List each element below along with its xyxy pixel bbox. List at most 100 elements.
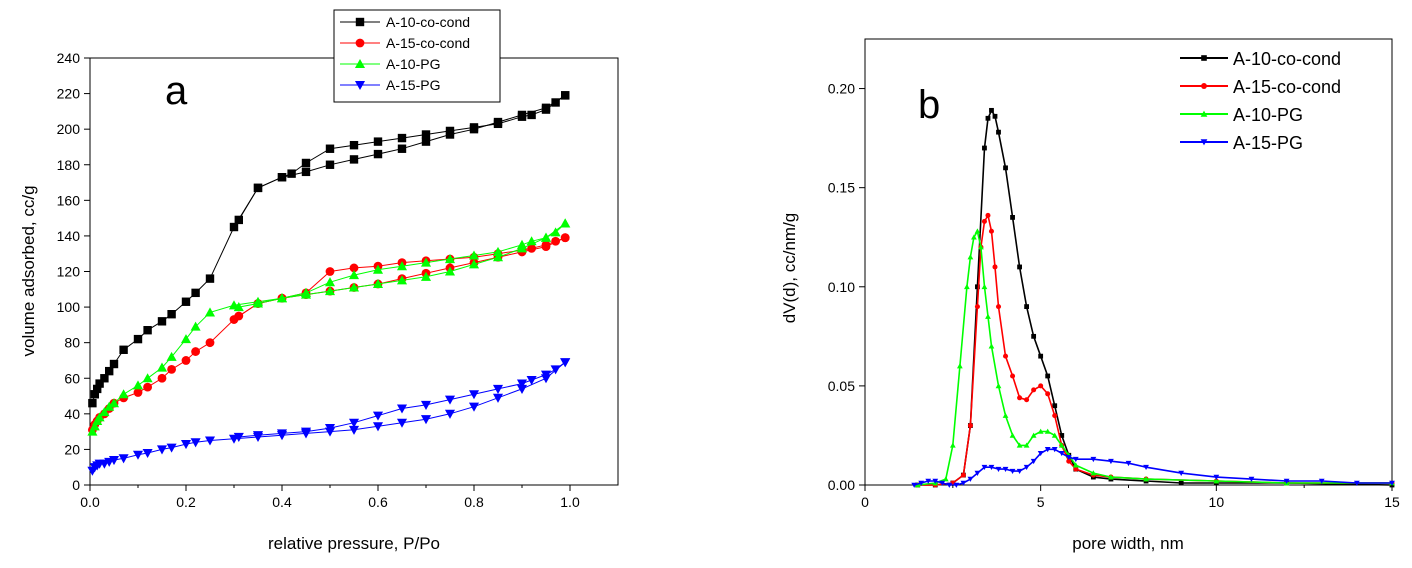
legend-marker	[1200, 139, 1208, 146]
data-point	[349, 140, 359, 150]
data-point	[1143, 464, 1149, 471]
data-point	[373, 149, 383, 159]
data-point	[373, 137, 383, 146]
data-point	[396, 418, 408, 428]
y-tick-label: 160	[57, 192, 81, 208]
data-point	[468, 402, 480, 412]
data-point	[444, 409, 456, 419]
data-point	[985, 115, 991, 121]
data-point	[90, 390, 99, 399]
data-point	[911, 482, 918, 488]
data-point	[540, 370, 552, 380]
data-point	[1090, 456, 1097, 463]
data-point	[1002, 466, 1009, 473]
data-point	[1073, 466, 1079, 472]
data-point	[974, 470, 981, 476]
data-point	[1016, 468, 1023, 475]
data-point	[1318, 478, 1325, 484]
data-point	[204, 307, 216, 317]
data-point	[492, 246, 504, 256]
data-point	[156, 445, 168, 455]
data-point	[1389, 480, 1395, 486]
data-point	[287, 169, 296, 178]
data-point	[420, 271, 432, 281]
data-point	[1072, 462, 1079, 468]
data-point	[1031, 333, 1037, 339]
data-point	[1030, 432, 1037, 438]
data-point	[1178, 470, 1185, 476]
data-point	[560, 233, 570, 243]
chart-a-panel-label: a	[165, 69, 188, 113]
data-point	[324, 424, 336, 434]
chart-b-legend: A-10-co-cond A-15-co-cond A-10-PG A-15-PG	[1180, 49, 1341, 153]
data-point	[100, 374, 109, 383]
data-point	[953, 482, 960, 488]
data-point	[1072, 456, 1079, 463]
y-tick-label: 180	[57, 157, 81, 173]
data-point	[988, 464, 995, 471]
data-point	[348, 270, 360, 280]
data-point	[918, 480, 925, 486]
data-point	[1059, 433, 1065, 438]
data-point	[1038, 383, 1044, 389]
data-point	[992, 264, 998, 270]
data-point	[132, 380, 144, 390]
chart-b-y-axis-label: dV(d), cc/nm/g	[780, 213, 799, 324]
x-tick-label: 0.2	[176, 494, 196, 510]
data-point	[166, 351, 177, 361]
data-point	[964, 283, 970, 290]
series-A-15-PG	[911, 447, 1395, 488]
data-point	[105, 366, 114, 376]
data-point	[1090, 470, 1097, 476]
data-point	[995, 383, 1002, 389]
chart-b-panel-label: b	[918, 83, 940, 127]
data-point	[348, 418, 360, 428]
data-point	[133, 334, 143, 344]
y-tick-label: 100	[57, 299, 81, 315]
data-point	[996, 129, 1001, 135]
data-point	[420, 257, 432, 267]
series-A-15-co-cond	[87, 233, 570, 435]
data-point	[960, 472, 966, 478]
data-point	[191, 347, 201, 356]
data-point	[981, 464, 988, 471]
data-point	[1024, 304, 1030, 309]
data-point	[982, 145, 987, 151]
x-tick-label: 0.6	[368, 494, 388, 510]
data-point	[349, 155, 359, 164]
data-point	[180, 440, 192, 450]
data-point	[1178, 480, 1184, 486]
data-point	[469, 123, 479, 132]
data-point	[925, 478, 932, 484]
data-point	[108, 398, 120, 408]
data-point	[276, 293, 288, 303]
data-point	[104, 401, 115, 411]
legend-marker	[354, 80, 366, 91]
data-point	[1045, 373, 1051, 379]
data-point	[300, 427, 312, 437]
y-tick-label: 0	[72, 477, 80, 493]
data-point	[108, 456, 120, 466]
legend-label: A-10-PG	[386, 56, 440, 72]
data-point	[397, 144, 407, 153]
data-point	[1353, 480, 1360, 486]
y-tick-label: 0.15	[828, 180, 855, 196]
data-point	[1108, 458, 1114, 465]
x-tick-label: 1.0	[560, 494, 580, 510]
data-point	[396, 404, 408, 414]
data-point	[1023, 464, 1030, 471]
y-tick-label: 0.00	[828, 477, 855, 493]
chart-b-x-axis: 0 5 10 15	[861, 485, 1400, 510]
legend-label: A-10-PG	[1233, 105, 1303, 125]
y-tick-label: 240	[57, 50, 81, 66]
legend-label: A-15-co-cond	[386, 35, 470, 51]
data-point	[205, 274, 215, 283]
data-point	[180, 334, 192, 344]
data-point	[526, 236, 537, 246]
data-point	[985, 212, 991, 218]
series-A-10-co-cond	[88, 91, 570, 408]
data-point	[181, 297, 191, 306]
data-point	[541, 240, 551, 250]
data-point	[88, 398, 97, 408]
data-point	[157, 373, 167, 383]
